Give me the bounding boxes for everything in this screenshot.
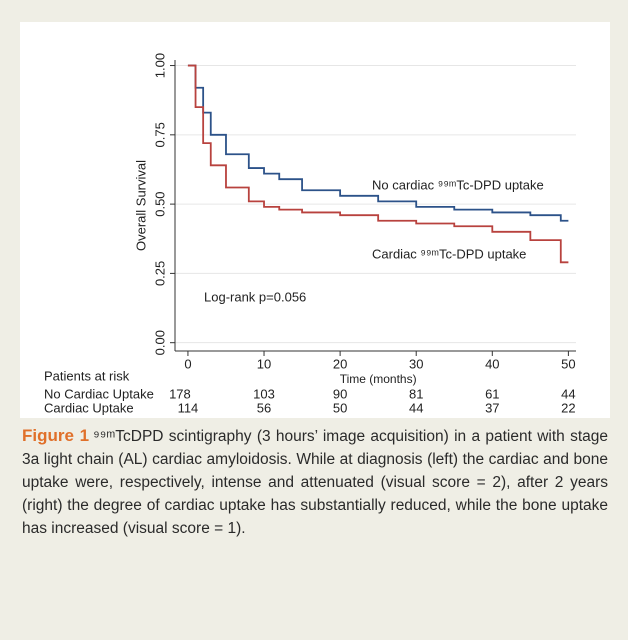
series-label: Cardiac ⁹⁹ᵐTc-DPD uptake [372,246,526,261]
risk-count: 44 [561,386,575,401]
annotation: Log-rank p=0.056 [204,289,306,304]
risk-count: 90 [333,386,347,401]
risk-count: 56 [257,400,271,415]
y-axis-label: Overall Survival [133,160,148,251]
risk-table-title: Patients at risk [44,368,130,383]
x-axis-label: Time (months) [340,372,417,386]
caption: Figure 1 ⁹⁹ᵐTcDPD scintigraphy (3 hours’ … [22,424,608,540]
survival-curve [187,64,569,222]
x-tick-label: 40 [485,356,499,371]
risk-row-name: No Cardiac Uptake [44,386,154,401]
x-tick-label: 0 [184,356,191,371]
y-tick-label: 0.00 [152,330,167,355]
y-tick-label: 0.25 [152,261,167,286]
risk-count: 103 [253,386,275,401]
series-label: No cardiac ⁹⁹ᵐTc-DPD uptake [372,177,544,192]
x-tick-label: 30 [409,356,423,371]
risk-count: 114 [178,400,199,415]
risk-count: 61 [485,386,499,401]
risk-count: 178 [169,386,191,401]
risk-count: 44 [409,400,423,415]
risk-count: 81 [409,386,423,401]
risk-row-name: Cardiac Uptake [44,400,134,415]
y-tick-label: 0.75 [152,122,167,147]
x-tick-label: 10 [257,356,271,371]
figure-panel: 0.00 0.25 0.50 0.75 1.00 0 10 20 30 40 50 Overall S… [20,22,610,418]
chart: 0.00 0.25 0.50 0.75 1.00 0 10 20 30 40 50 Overall S… [44,53,576,415]
y-tick-label: 1.00 [152,53,167,78]
caption-text: ⁹⁹ᵐTcDPD scintigraphy (3 hours’ image ac… [22,428,608,537]
caption-label: Figure 1 [22,426,90,445]
x-tick-label: 50 [561,356,575,371]
risk-count: 22 [561,400,575,415]
risk-count: 37 [485,400,499,415]
x-tick-label: 20 [333,356,347,371]
risk-count: 50 [333,400,347,415]
survival-curve [187,64,569,264]
y-tick-label: 0.50 [152,191,167,216]
